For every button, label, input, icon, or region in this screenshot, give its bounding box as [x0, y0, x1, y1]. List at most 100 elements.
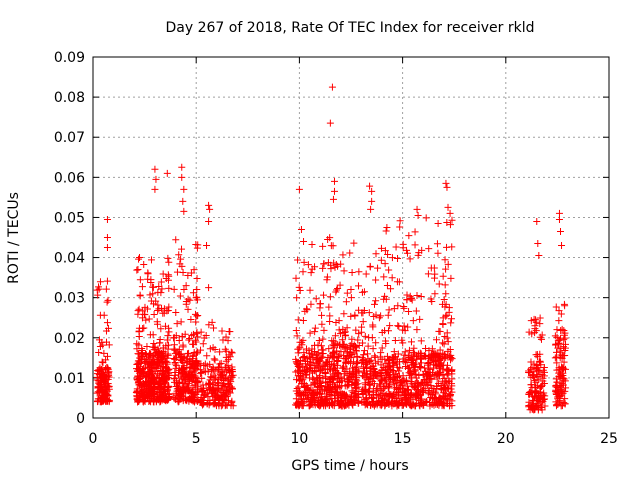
data-point — [436, 346, 444, 354]
data-point — [207, 389, 215, 397]
data-point — [94, 366, 102, 374]
data-point — [315, 336, 323, 344]
data-point — [176, 292, 184, 300]
data-point — [197, 369, 205, 377]
data-point — [561, 387, 569, 395]
data-point — [165, 341, 173, 349]
data-point — [540, 363, 548, 371]
data-point — [398, 396, 406, 404]
data-point — [179, 366, 187, 374]
data-point — [146, 331, 154, 339]
data-point — [205, 321, 213, 329]
data-point — [403, 291, 411, 299]
data-point — [410, 361, 418, 369]
data-point — [336, 400, 344, 408]
data-point — [193, 293, 201, 301]
data-point — [147, 276, 155, 284]
data-point — [558, 379, 566, 387]
data-point — [205, 201, 213, 209]
data-point — [334, 369, 342, 377]
data-point — [103, 277, 111, 285]
data-point — [407, 338, 415, 346]
data-point — [210, 355, 218, 363]
data-point — [155, 305, 163, 313]
data-point — [424, 381, 432, 389]
data-point — [354, 380, 362, 388]
data-point — [368, 187, 376, 195]
data-point — [371, 300, 379, 308]
data-point — [413, 205, 421, 213]
data-point — [180, 185, 188, 193]
data-point — [311, 399, 319, 407]
data-point — [103, 244, 111, 252]
data-point — [360, 347, 368, 355]
data-point — [215, 401, 223, 409]
data-point — [330, 177, 338, 185]
data-point — [172, 309, 180, 317]
data-point — [424, 270, 432, 278]
data-point — [177, 255, 185, 263]
data-point — [98, 358, 106, 366]
data-point — [102, 394, 110, 402]
data-point — [306, 374, 314, 382]
data-point — [145, 370, 153, 378]
data-point — [427, 295, 435, 303]
data-point — [408, 374, 416, 382]
data-point — [384, 311, 392, 319]
data-point — [528, 330, 536, 338]
data-point — [199, 387, 207, 395]
data-point — [180, 286, 188, 294]
data-point — [180, 362, 188, 370]
data-point — [330, 360, 338, 368]
data-point — [157, 325, 165, 333]
data-point — [348, 378, 356, 386]
data-point — [372, 276, 380, 284]
data-point — [320, 291, 328, 299]
data-point — [430, 349, 438, 357]
data-point — [354, 336, 362, 344]
data-point — [412, 353, 420, 361]
data-point — [301, 360, 309, 368]
data-point — [447, 315, 455, 323]
data-point — [440, 380, 448, 388]
data-point — [217, 359, 225, 367]
data-point — [377, 349, 385, 357]
data-point — [353, 363, 361, 371]
data-point — [552, 375, 560, 383]
data-point — [558, 242, 566, 250]
data-point — [535, 358, 543, 366]
data-point — [432, 336, 440, 344]
data-point — [212, 390, 220, 398]
data-point — [327, 265, 335, 273]
data-point — [306, 353, 314, 361]
data-point — [403, 249, 411, 257]
data-point — [227, 378, 235, 386]
data-point — [392, 243, 400, 251]
data-point — [157, 278, 165, 286]
data-point — [331, 399, 339, 407]
data-point — [178, 332, 186, 340]
data-point — [448, 243, 456, 251]
data-point — [101, 376, 109, 384]
data-point — [103, 234, 111, 241]
data-point — [538, 371, 546, 379]
data-point — [299, 316, 307, 324]
data-point — [206, 205, 214, 213]
data-point — [409, 357, 417, 365]
data-point — [387, 285, 395, 293]
data-point — [147, 368, 155, 376]
data-point — [335, 326, 343, 334]
data-point — [192, 240, 200, 248]
data-point — [380, 273, 388, 281]
data-point — [184, 272, 192, 280]
data-point — [324, 396, 332, 404]
data-point — [222, 401, 230, 409]
data-point — [382, 340, 390, 348]
data-point — [339, 343, 347, 351]
data-point — [186, 296, 194, 304]
data-point — [100, 311, 108, 319]
data-point — [377, 244, 385, 252]
data-point — [440, 340, 448, 348]
data-point — [191, 310, 199, 318]
